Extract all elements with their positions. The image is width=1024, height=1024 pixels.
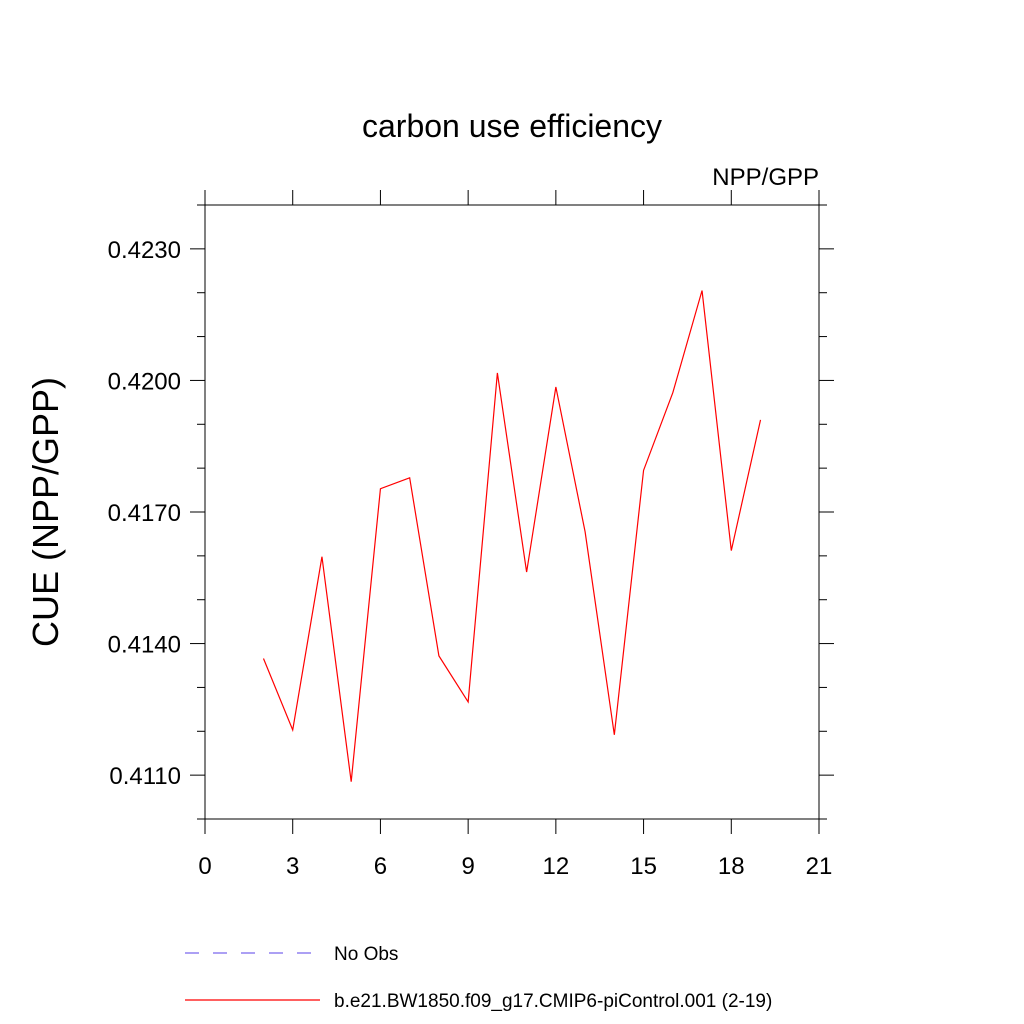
series-line: [262, 290, 762, 782]
x-tick-label: 0: [198, 853, 211, 880]
legend-label: b.e21.BW1850.f09_g17.CMIP6-piControl.001…: [334, 991, 772, 1012]
y-axis-ticks: 0.4110 0.4140 0.4170 0.4200 0.4230: [108, 204, 834, 820]
x-tick-label: 12: [543, 853, 570, 880]
y-tick-label: 0.4140: [108, 632, 181, 659]
x-tick-label: 18: [718, 853, 745, 880]
x-tick-label: 21: [806, 853, 833, 880]
legend-label: No Obs: [334, 944, 398, 965]
series-layer: [262, 290, 762, 782]
x-axis-ticks: 0 3 6 9 12 15 18 21: [198, 190, 832, 880]
x-tick-label: 3: [286, 853, 299, 880]
chart-subtitle: NPP/GPP: [712, 164, 819, 191]
x-tick-label: 6: [374, 853, 387, 880]
legend: No Obs b.e21.BW1850.f09_g17.CMIP6-piContr…: [185, 944, 772, 1012]
y-tick-label: 0.4230: [108, 237, 181, 264]
y-tick-label: 0.4170: [108, 500, 181, 527]
y-axis-label: CUE (NPP/GPP): [25, 377, 66, 647]
x-tick-label: 15: [630, 853, 657, 880]
y-tick-label: 0.4200: [108, 368, 181, 395]
y-tick-label: 0.4110: [109, 763, 181, 790]
chart-title: carbon use efficiency: [362, 108, 662, 144]
x-tick-label: 9: [461, 853, 474, 880]
